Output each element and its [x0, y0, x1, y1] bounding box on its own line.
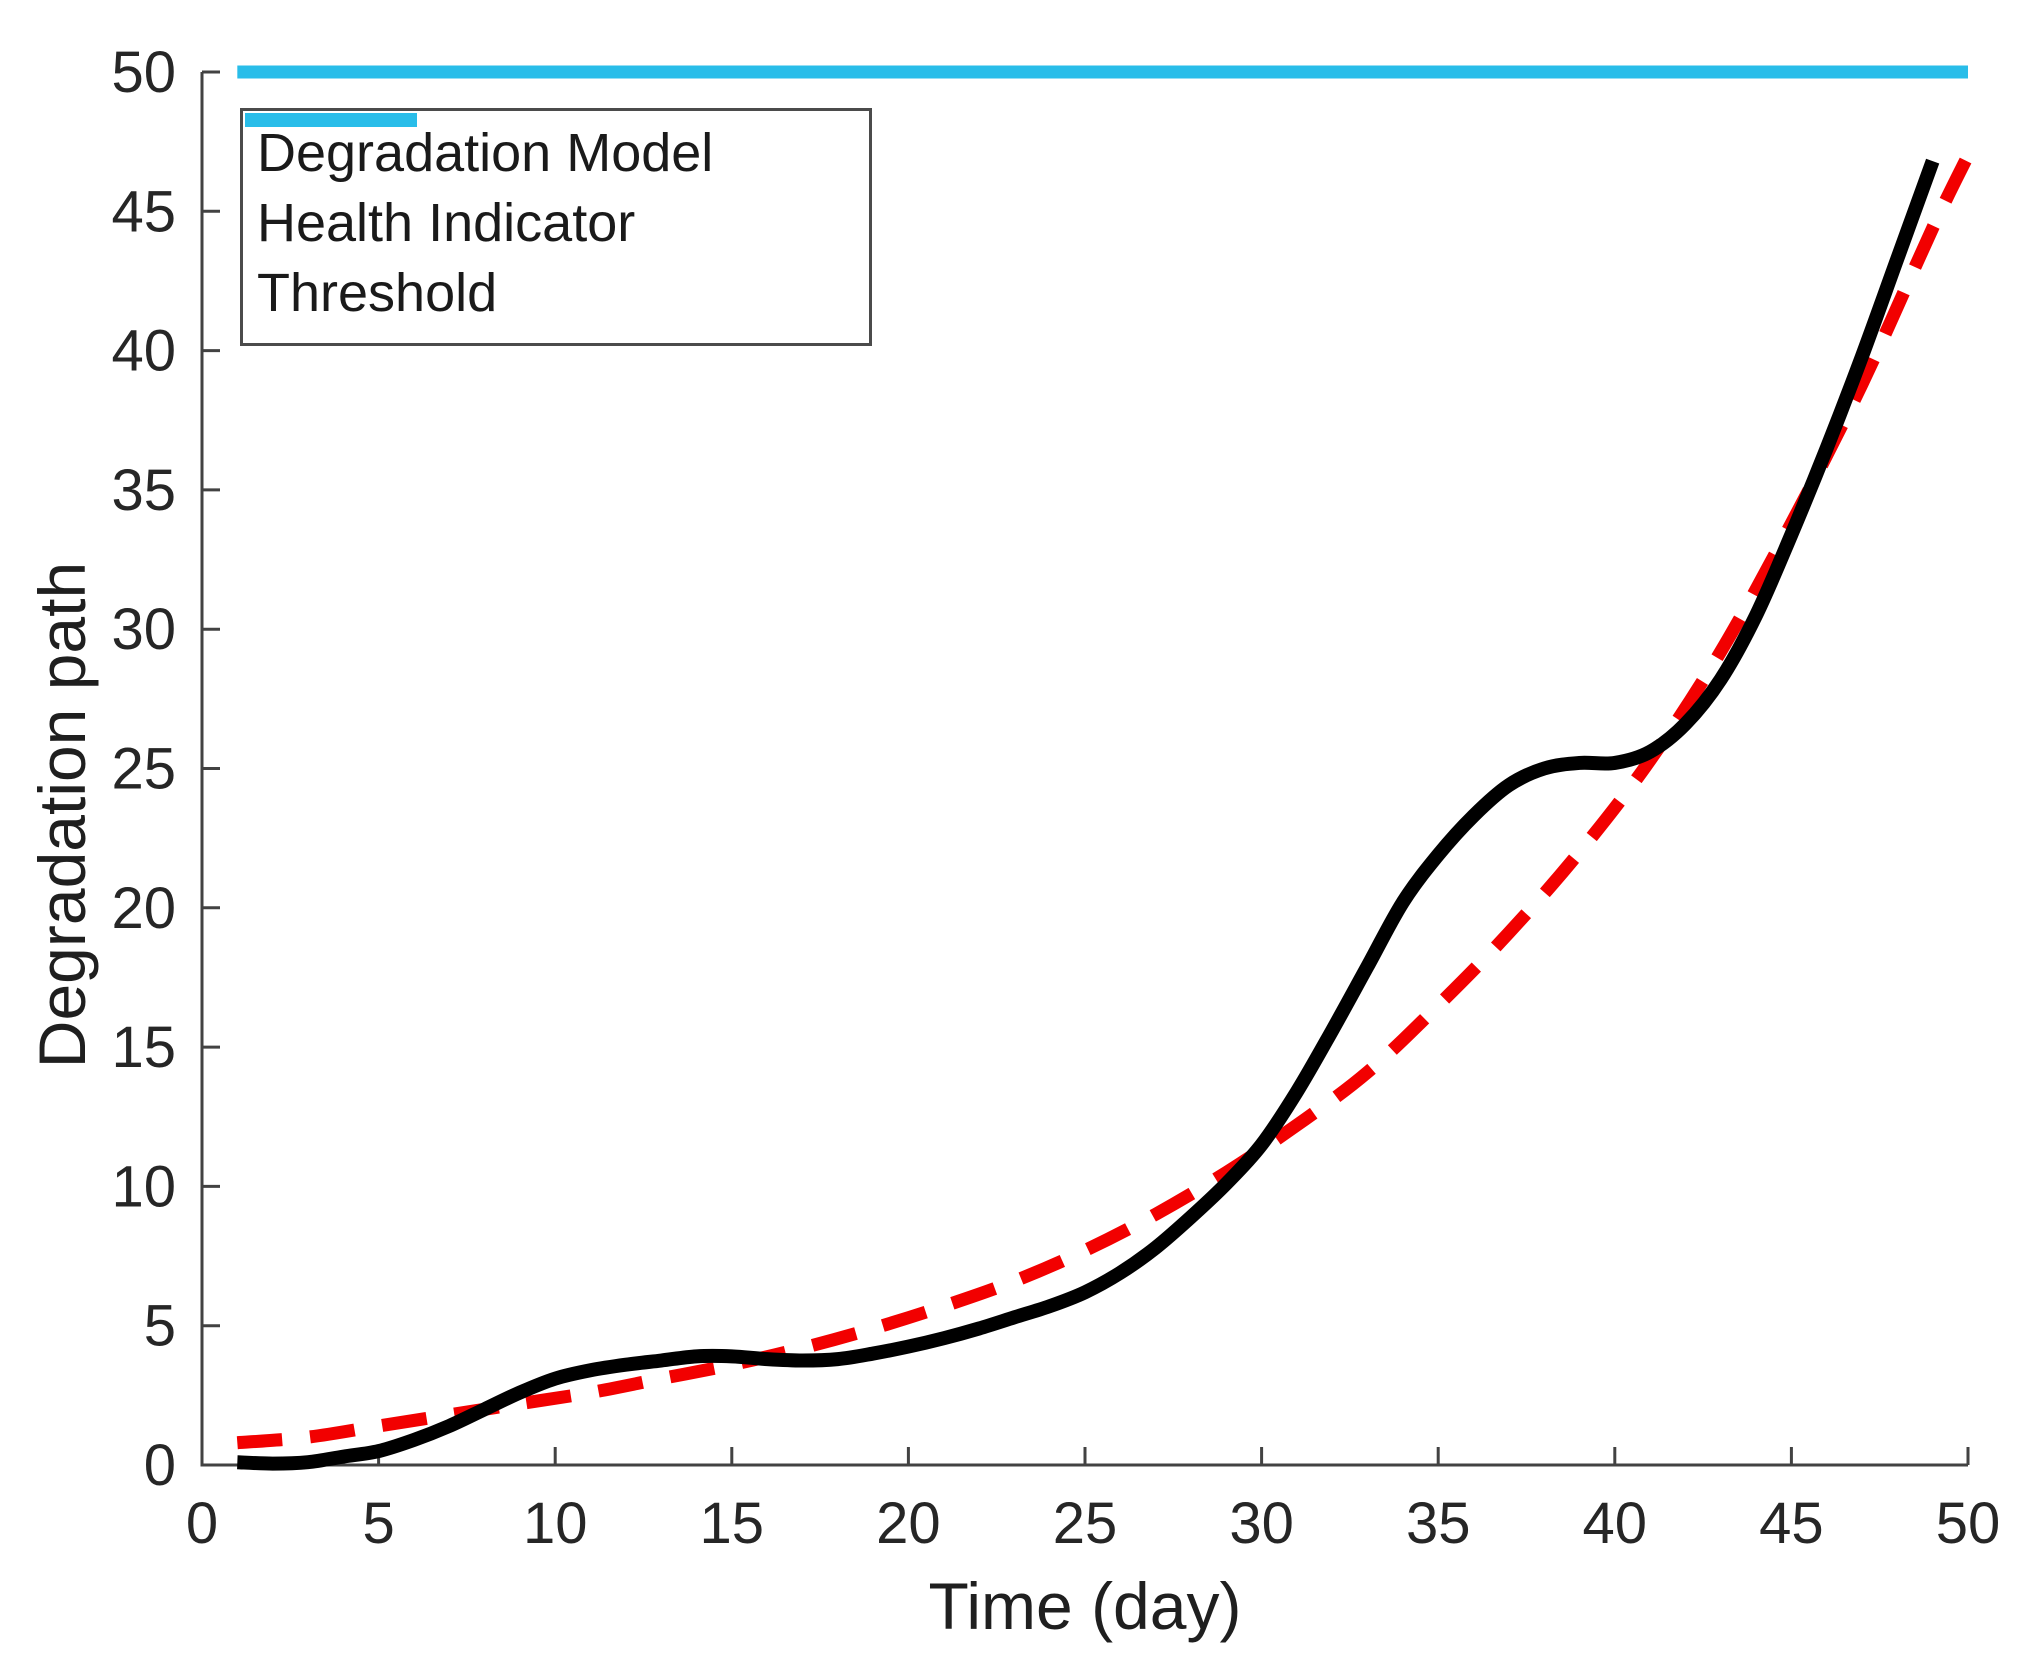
series-degradation-model	[236, 152, 1974, 1450]
legend-item-threshold: Threshold	[245, 113, 851, 331]
x-tick-label: 0	[186, 1491, 218, 1556]
legend-label: Threshold	[257, 263, 498, 323]
x-tick-label: 45	[1759, 1491, 1824, 1556]
legend: Degradation Model Health Indicator Thres…	[240, 108, 872, 346]
x-tick-label: 25	[1053, 1491, 1118, 1556]
x-tick-label: 40	[1583, 1491, 1648, 1556]
y-tick-label: 0	[144, 1433, 176, 1498]
x-tick-label: 5	[362, 1491, 394, 1556]
y-tick-label: 20	[111, 876, 176, 941]
x-tick-label: 10	[523, 1491, 588, 1556]
y-tick-label: 15	[111, 1015, 176, 1080]
y-tick-label: 40	[111, 319, 176, 384]
x-tick-label: 20	[876, 1491, 941, 1556]
y-tick-label: 50	[111, 40, 176, 105]
legend-item-degradation-model: Degradation Model	[245, 113, 851, 191]
y-axis-title: Degradation path	[25, 561, 99, 1069]
y-tick-label: 5	[144, 1294, 176, 1359]
legend-label: Degradation Model	[257, 123, 714, 183]
x-axis-title: Time (day)	[928, 1569, 1242, 1643]
y-tick-label: 30	[111, 597, 176, 662]
x-tick-label: 30	[1229, 1491, 1294, 1556]
series-health-indicator	[237, 158, 1940, 1471]
y-tick-label: 25	[111, 737, 176, 802]
x-tick-label: 50	[1936, 1491, 2001, 1556]
y-tick-label: 10	[111, 1154, 176, 1219]
x-tick-label: 15	[700, 1491, 765, 1556]
legend-label: Health Indicator	[257, 193, 636, 253]
x-tick-label: 35	[1406, 1491, 1471, 1556]
y-tick-label: 45	[111, 179, 176, 244]
solid-line-swatch-icon	[245, 113, 417, 127]
legend-item-health-indicator: Health Indicator	[245, 113, 851, 261]
y-tick-label: 35	[111, 458, 176, 523]
